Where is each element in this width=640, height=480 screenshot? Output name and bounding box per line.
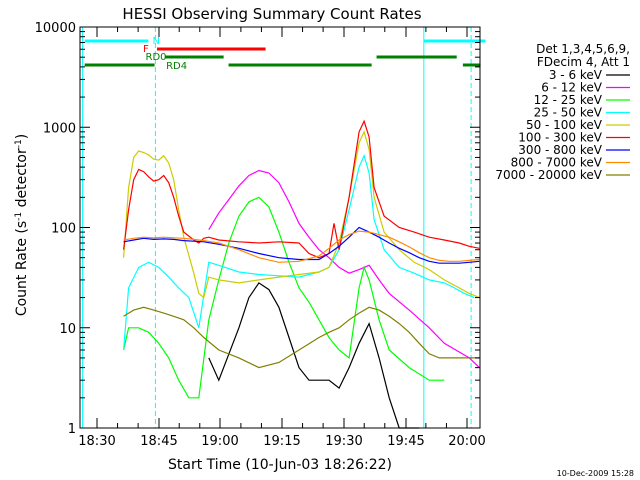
y-tick-label: 100: [51, 222, 76, 237]
legend-label: 3 - 6 keV: [549, 68, 603, 82]
y-axis-label-sup1: -1: [14, 212, 24, 221]
series-line-9: [123, 306, 480, 369]
x-tick-label: 18:30: [78, 434, 115, 449]
x-axis-label: Start Time (10-Jun-03 18:26:22): [168, 457, 392, 473]
y-axis-label: Count Rate (s-1 detector-1): [14, 134, 30, 316]
series-layer: [123, 119, 480, 429]
legend-label: 6 - 12 keV: [541, 81, 603, 95]
legend-label: 7000 - 20000 keV: [495, 168, 602, 182]
series-line-6: [123, 119, 480, 259]
series-line-8: [123, 230, 480, 263]
flag-label-rd4: RD4: [166, 61, 187, 72]
legend-label: 800 - 7000 keV: [511, 156, 603, 170]
x-tick-label: 19:45: [387, 434, 424, 449]
y-tick-label: 10: [59, 322, 76, 337]
plot-frame: [79, 26, 481, 429]
axes: 1 10 100 1000 10000 18:30 18:45 19:00 19:15 19:30…: [35, 21, 486, 449]
x-tick-label: 20:00: [448, 434, 485, 449]
legend-label: 12 - 25 keV: [534, 93, 603, 107]
flag-label-n: N: [153, 36, 160, 47]
legend-label: 50 - 100 keV: [526, 118, 603, 132]
legend-header-1: Det 1,3,4,5,6,9,: [536, 42, 630, 56]
x-tick-label: 19:15: [263, 434, 300, 449]
footer-date: 10-Dec-2009 15:28: [557, 469, 634, 478]
legend-label: 25 - 50 keV: [534, 106, 603, 120]
legend-header-2: FDecim 4, Att 1: [537, 55, 630, 69]
legend-label: 100 - 300 keV: [518, 131, 602, 145]
y-tick-label: 1: [68, 422, 76, 437]
series-line-2: [208, 169, 480, 369]
y-tick-label: 10000: [35, 21, 76, 36]
series-line-1: [208, 282, 420, 429]
x-tick-label: 19:00: [201, 434, 238, 449]
legend: Det 1,3,4,5,6,9, FDecim 4, Att 1 3 - 6 k…: [495, 42, 630, 182]
y-axis-label-main: Count Rate (s: [14, 221, 30, 316]
series-line-5: [123, 130, 480, 299]
x-tick-label: 18:45: [140, 434, 177, 449]
series-line-3: [123, 196, 445, 399]
y-tick-label: 1000: [43, 121, 76, 136]
flag-label-rd0: RD0: [146, 52, 167, 63]
y-axis-label-mid: detector: [14, 148, 30, 212]
y-axis-label-sup2: -1: [14, 139, 24, 148]
y-axis-label-end: ): [14, 134, 30, 139]
series-line-7: [123, 226, 480, 264]
x-tick-label: 19:30: [325, 434, 362, 449]
chart-title: HESSI Observing Summary Count Rates: [122, 5, 421, 23]
flag-label-f: F: [143, 44, 149, 55]
legend-label: 300 - 800 keV: [518, 143, 602, 157]
